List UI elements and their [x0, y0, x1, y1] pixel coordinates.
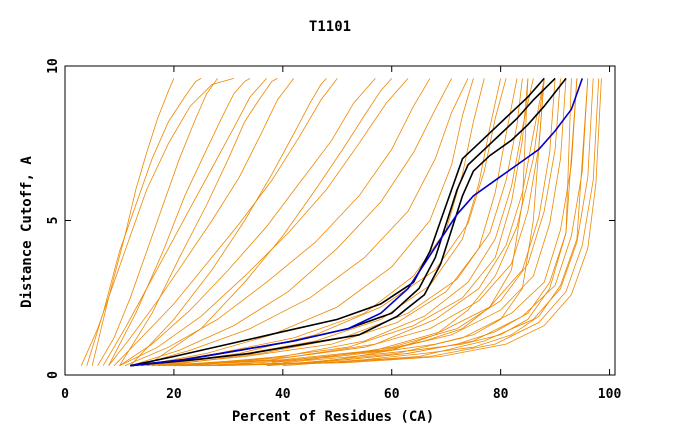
series-line-orange-26 — [184, 78, 545, 367]
series-line-orange-27 — [162, 78, 523, 367]
series-line-orange-33 — [108, 78, 251, 366]
y-tick-label: 5 — [46, 217, 61, 225]
series-line-orange-21 — [184, 78, 589, 367]
series-line-orange-8 — [119, 78, 409, 367]
y-tick-label: 10 — [46, 58, 61, 74]
series-line-blue-0 — [130, 78, 584, 367]
series-line-orange-38 — [282, 78, 572, 363]
y-axis-label: Distance Cutoff, A — [19, 156, 35, 308]
series-line-orange-10 — [130, 78, 452, 367]
series-line-orange-11 — [135, 78, 469, 367]
x-axis-label: Percent of Residues (CA) — [232, 409, 434, 425]
series-line-orange-7 — [119, 78, 376, 367]
series-line-orange-29 — [201, 78, 561, 367]
series-line-orange-2 — [91, 78, 175, 366]
y-axis-ticks: 0 5 10 — [46, 58, 615, 379]
series-line-orange-32 — [119, 78, 278, 366]
x-tick-label: 100 — [598, 387, 622, 402]
series-line-orange-15 — [152, 78, 518, 367]
series-line-orange-13 — [141, 78, 485, 367]
x-tick-label: 80 — [493, 387, 509, 402]
x-tick-label: 60 — [384, 387, 400, 402]
x-tick-label: 20 — [166, 387, 182, 402]
series-line-orange-36 — [282, 78, 589, 367]
x-tick-label: 40 — [275, 387, 291, 402]
series-line-orange-6 — [113, 78, 338, 366]
series-line-orange-31 — [130, 78, 327, 366]
series-line-orange-25 — [173, 78, 534, 367]
series-line-orange-5 — [108, 78, 295, 366]
series-line-orange-1 — [86, 78, 202, 366]
series-line-black-2 — [130, 77, 567, 367]
x-tick-label: 0 — [61, 387, 69, 402]
plot-frame — [64, 65, 616, 376]
series-line-orange-3 — [97, 78, 218, 366]
series-line-orange-12 — [141, 78, 474, 367]
series-line-orange-37 — [271, 78, 545, 363]
series-line-orange-24 — [217, 78, 602, 367]
series-line-orange-39 — [260, 78, 529, 363]
x-axis-ticks: 0 20 40 60 80 100 — [61, 66, 621, 402]
chart-title: T1101 — [309, 19, 351, 35]
series-line-orange-35 — [266, 78, 578, 367]
series-line-orange-28 — [152, 78, 507, 367]
series-line-orange-22 — [195, 78, 594, 367]
y-tick-label: 0 — [46, 371, 61, 379]
series-line-orange-9 — [124, 78, 431, 367]
series-line-orange-23 — [206, 78, 600, 367]
series-line-orange-30 — [146, 78, 392, 367]
series-line-black-0 — [130, 77, 545, 367]
series-line-orange-4 — [102, 78, 267, 366]
plot-series — [80, 77, 602, 367]
